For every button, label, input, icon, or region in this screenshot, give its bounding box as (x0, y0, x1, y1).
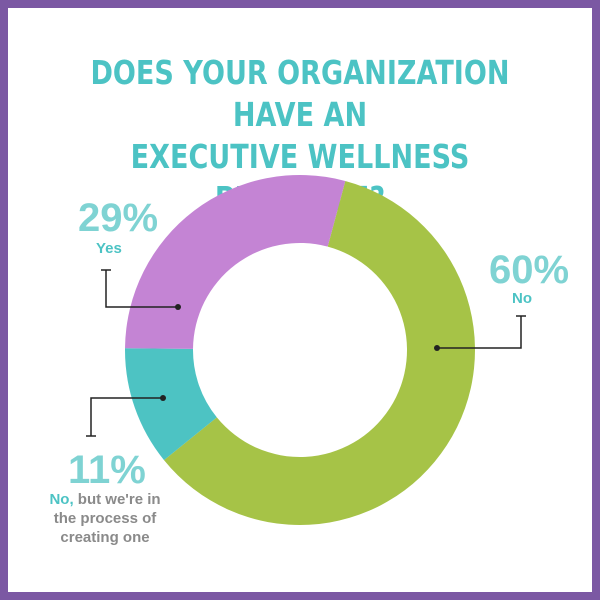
dot-creating (160, 395, 166, 401)
pct-creating: 11% (68, 448, 146, 492)
label-creating-line3: creating one (60, 529, 150, 546)
leader-no (437, 316, 522, 349)
label-creating-no: No, (49, 491, 74, 508)
leader-lines (86, 269, 526, 437)
label-creating: No, but we're in the process of creating… (40, 490, 170, 547)
pct-yes: 29% (78, 196, 159, 240)
label-creating-line2: the process of (53, 510, 157, 527)
leader-creating (90, 397, 163, 436)
slice-no (163, 180, 475, 526)
title-line-1: DOES YOUR ORGANIZATION HAVE AN (90, 53, 510, 134)
leader-yes (105, 270, 178, 308)
label-no: No (512, 290, 532, 307)
dot-yes (175, 304, 181, 310)
slice-creating (125, 348, 217, 461)
label-creating-line1: but we're in (77, 491, 161, 508)
pct-no: 60% (489, 248, 570, 292)
dot-no (434, 345, 440, 351)
label-yes: Yes (96, 240, 122, 257)
